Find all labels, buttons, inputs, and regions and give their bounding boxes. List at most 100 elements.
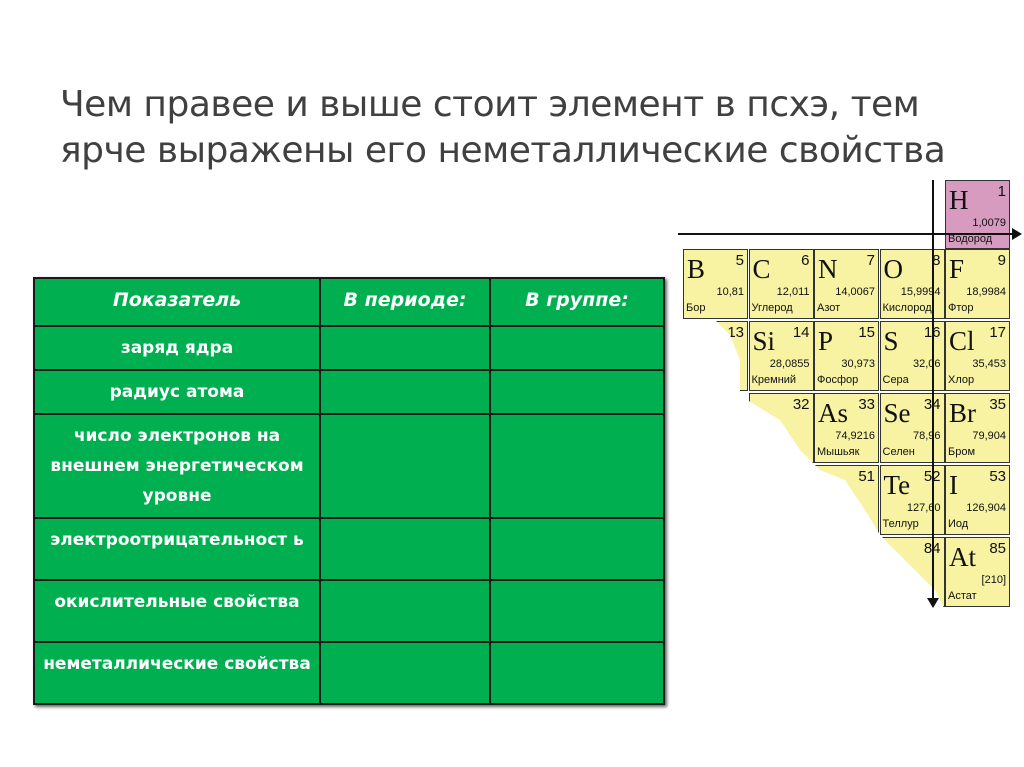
element-name: Мышьяк	[817, 446, 860, 458]
group-cell	[489, 517, 665, 581]
arrow-down-icon	[927, 598, 939, 608]
header-group: В группе:	[489, 277, 665, 327]
element-cell: Si 14 28,0855 Кремний	[748, 321, 814, 391]
element-mass: 12,011	[776, 286, 810, 298]
element-symbol: Te	[883, 470, 911, 500]
element-cell: O 8 15,9994 Кислород	[879, 249, 945, 319]
element-cell: B 5 10,81 Бор	[683, 249, 748, 319]
period-cell	[319, 325, 491, 371]
element-cell: 32	[748, 393, 814, 463]
element-name: Бор	[686, 302, 706, 314]
element-number: 6	[801, 252, 810, 269]
element-number: 53	[989, 468, 1006, 485]
element-symbol: O	[883, 254, 904, 284]
element-name: Селен	[882, 446, 915, 458]
element-name: Хлор	[948, 374, 975, 386]
element-mass: 15,9994	[900, 286, 941, 298]
element-symbol: Si	[752, 326, 776, 356]
element-mass: 126,904	[966, 502, 1006, 514]
element-cell-hydrogen: H 1 1,0079 Водород	[945, 180, 1010, 249]
element-cell: As 33 74,9216 Мышьяк	[814, 393, 879, 463]
element-cell: 84	[879, 537, 945, 607]
element-symbol: N	[818, 254, 838, 284]
element-mass: 74,9216	[835, 430, 875, 442]
element-number: 15	[858, 324, 875, 341]
element-symbol: As	[818, 398, 849, 428]
element-mass: 30,973	[841, 358, 875, 370]
element-name: Иод	[948, 518, 969, 530]
periodic-table-fragment: B 5 10,81 Бор C 6 12,011 Углерод N 7 14,0067 Азот O 8…	[683, 249, 1010, 610]
element-number: 7	[866, 252, 875, 269]
properties-table: Показатель В периоде: В группе: заряд яд…	[33, 277, 665, 705]
element-name: Углерод	[751, 302, 793, 314]
element-number: 8	[932, 252, 941, 269]
element-name: Фосфор	[817, 374, 859, 386]
element-mass: 18,9984	[966, 286, 1006, 298]
element-name: Бром	[948, 446, 976, 458]
element-number: 17	[989, 324, 1006, 341]
element-number: 13	[727, 324, 744, 341]
element-number: 35	[989, 396, 1006, 413]
horizontal-arrow-line	[678, 233, 1018, 235]
element-number: 9	[997, 252, 1006, 269]
period-cell	[319, 413, 491, 519]
element-symbol: B	[687, 254, 706, 284]
element-mass: 28,0855	[769, 358, 810, 370]
element-name: Фтор	[948, 302, 974, 314]
table-row: радиус атома	[33, 369, 665, 415]
header-indicator: Показатель	[33, 277, 321, 327]
period-cell	[319, 517, 491, 581]
element-cell: At 85 [210] Астат	[945, 537, 1010, 607]
table-row: число электронов на внешнем энергетическ…	[33, 413, 665, 519]
element-mass: 14,0067	[835, 286, 875, 298]
element-symbol: F	[949, 254, 965, 284]
element-symbol: At	[949, 542, 976, 572]
slide-title: Чем правее и выше стоит элемент в псхэ, …	[60, 84, 946, 171]
element-mass: 1,0079	[972, 217, 1006, 229]
row-label: число электронов на внешнем энергетическ…	[33, 413, 321, 519]
element-name: Азот	[817, 302, 841, 314]
element-name: Кремний	[751, 374, 797, 386]
element-cell: Cl 17 35,453 Хлор	[945, 321, 1010, 391]
group-cell	[489, 413, 665, 519]
table-row: неметаллические свойства	[33, 641, 665, 705]
element-mass: 78,96	[912, 430, 941, 442]
element-name: Астат	[948, 590, 977, 602]
element-mass: 32,06	[912, 358, 941, 370]
element-symbol: Cl	[949, 326, 975, 356]
vertical-arrow-line	[932, 180, 934, 600]
row-label: неметаллические свойства	[33, 641, 321, 705]
element-symbol: P	[818, 326, 834, 356]
header-period: В периоде:	[319, 277, 491, 327]
element-number: 85	[989, 540, 1006, 557]
element-mass: 79,904	[972, 430, 1006, 442]
element-symbol: C	[752, 254, 771, 284]
element-name: Кислород	[882, 302, 932, 314]
table-row: окислительные свойства	[33, 579, 665, 643]
element-cell: N 7 14,0067 Азот	[814, 249, 879, 319]
element-number: 32	[792, 396, 810, 413]
table-row: заряд ядра	[33, 325, 665, 371]
arrow-right-icon	[1012, 228, 1022, 240]
row-label: радиус атома	[33, 369, 321, 415]
row-label: окислительные свойства	[33, 579, 321, 643]
element-number: 33	[858, 396, 875, 413]
element-cell: F 9 18,9984 Фтор	[945, 249, 1010, 319]
element-symbol: I	[949, 470, 958, 500]
table-row: электроотрицательност ь	[33, 517, 665, 581]
element-mass: [210]	[981, 574, 1006, 586]
element-number: 1	[997, 183, 1006, 200]
element-cell: 13	[683, 321, 748, 391]
table-header-row: Показатель В периоде: В группе:	[33, 277, 665, 327]
element-symbol: Br	[949, 398, 976, 428]
period-cell	[319, 579, 491, 643]
element-symbol: Se	[883, 398, 911, 428]
element-cell: I 53 126,904 Иод	[945, 465, 1010, 535]
element-symbol: H	[949, 185, 969, 215]
element-cell: Br 35 79,904 Бром	[945, 393, 1010, 463]
element-name: Теллур	[882, 518, 919, 530]
element-number: 14	[792, 324, 810, 341]
